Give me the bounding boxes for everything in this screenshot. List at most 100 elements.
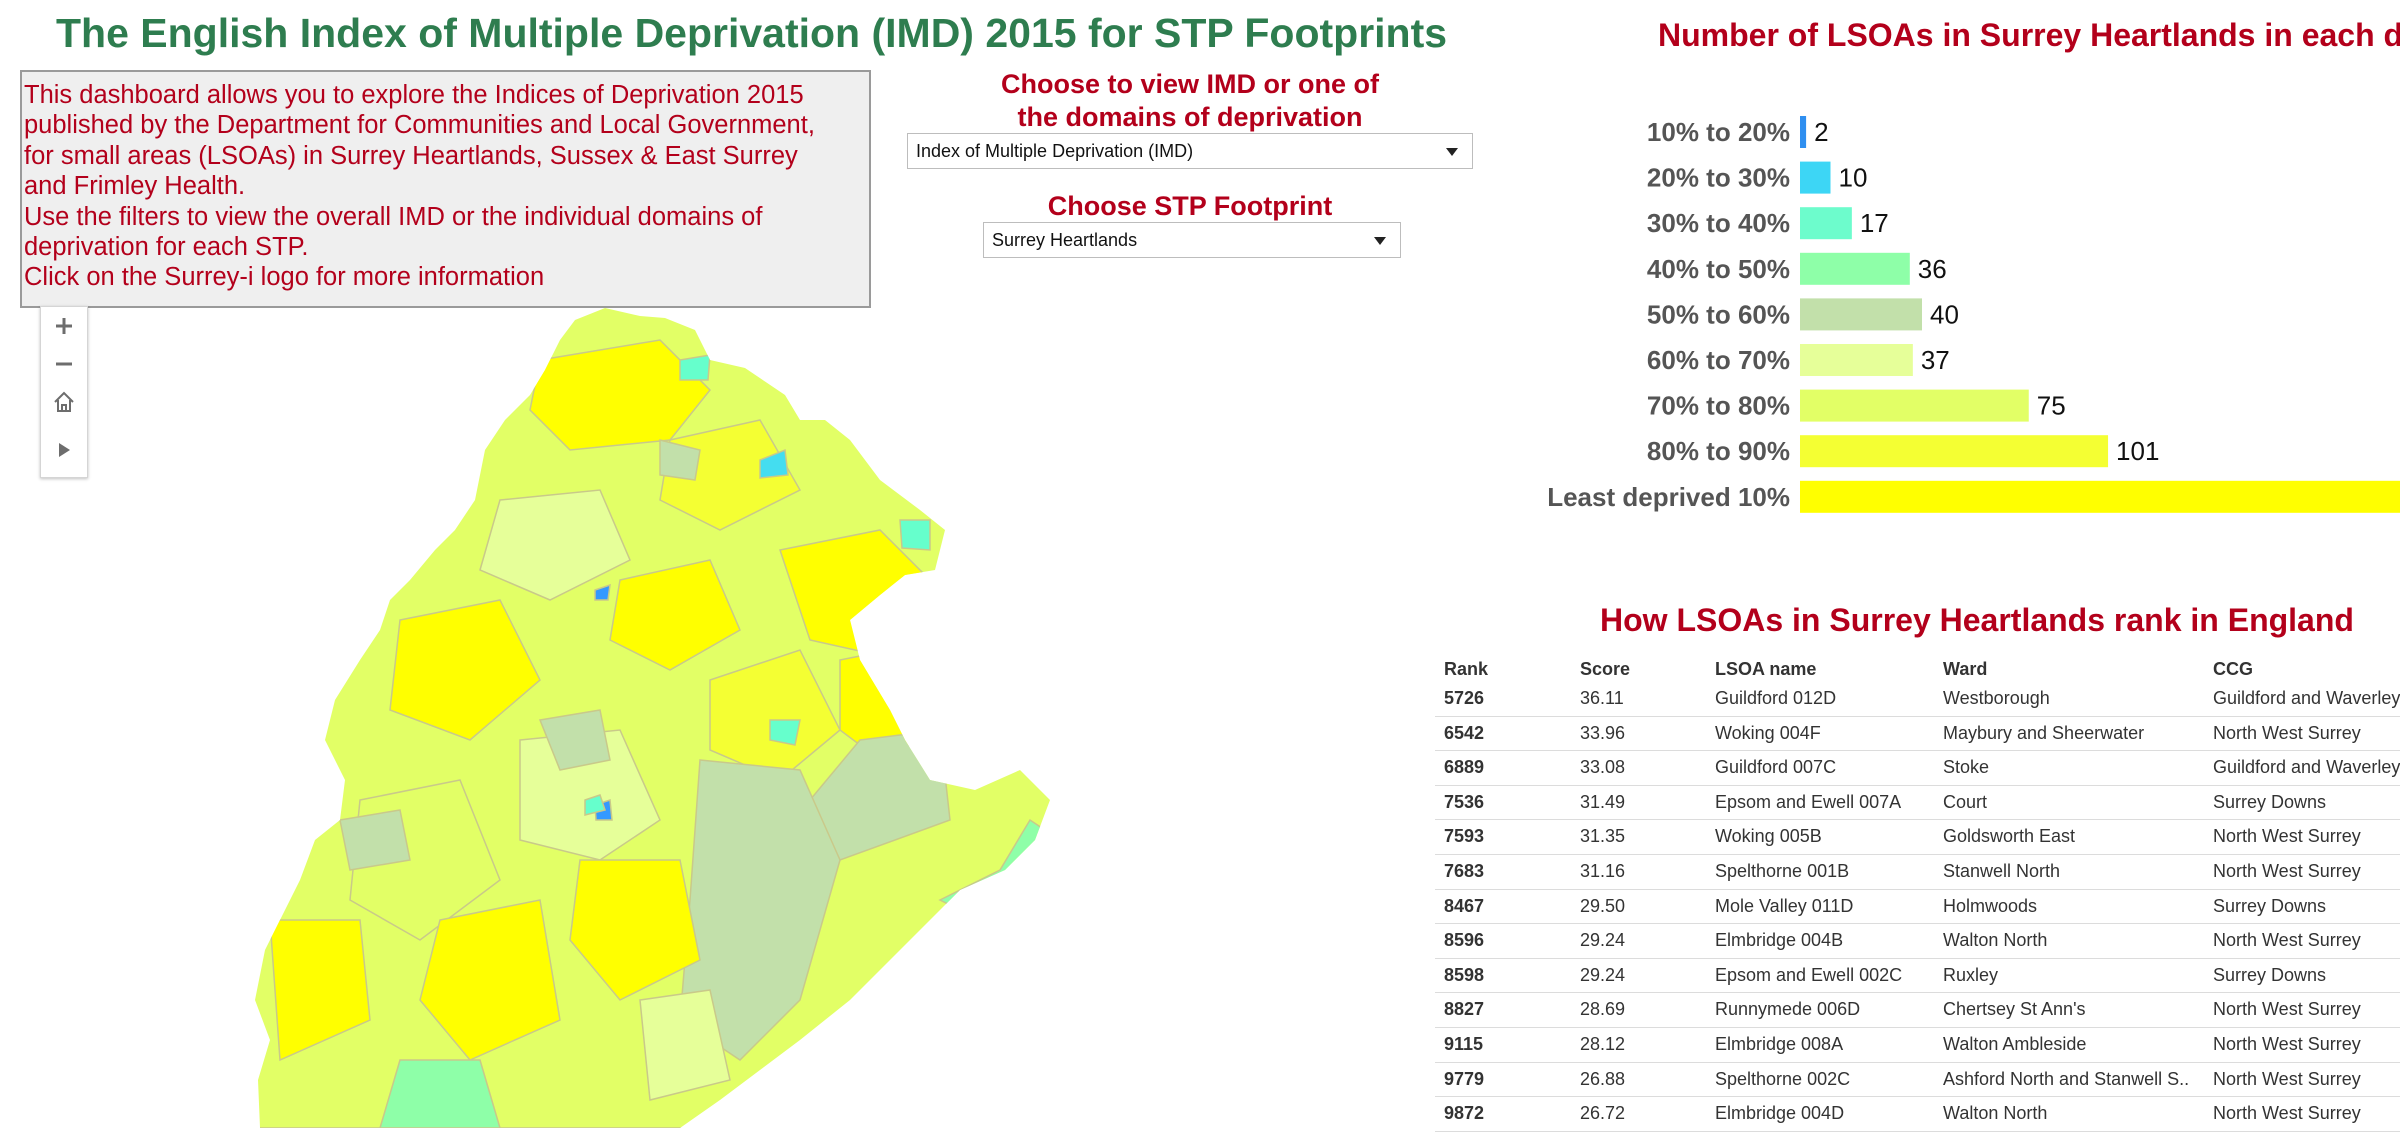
bar-value-label: 101 (2116, 436, 2159, 466)
rank-table-title: How LSOAs in Surrey Heartlands rank in E… (1600, 602, 2354, 638)
lsoa-name-cell: Elmbridge 008A (1715, 1033, 1844, 1054)
lsoa-name-cell: Elmbridge 004D (1715, 1103, 1845, 1124)
rank-cell: 6542 (1444, 722, 1485, 743)
ward-cell: Chertsey St Ann's (1943, 999, 2086, 1020)
intro-line: This dashboard allows you to explore the… (24, 81, 804, 109)
bar[interactable] (1800, 207, 1852, 240)
ccg-cell: North West Surrey (2213, 930, 2361, 951)
column-header-score[interactable]: Score (1580, 659, 1631, 679)
bar[interactable] (1800, 480, 2400, 513)
map-region (339, 809, 411, 871)
zoom-out-button[interactable] (41, 345, 87, 383)
ccg-cell: North West Surrey (2213, 1103, 2361, 1124)
intro-text-box: This dashboard allows you to explore the… (20, 70, 871, 308)
bar-category-label: 10% to 20% (1647, 117, 1790, 147)
ccg-cell: North West Surrey (2213, 826, 2361, 847)
zoom-in-button[interactable] (41, 307, 87, 345)
bar[interactable] (1800, 344, 1913, 376)
play-arrow-icon (59, 443, 70, 457)
lsoa-name-cell: Woking 004F (1715, 722, 1821, 743)
ccg-cell: North West Surrey (2213, 999, 2361, 1020)
table-row[interactable]: 9115 28.12 Elmbridge 008A Walton Ambleside N… (1435, 1028, 2400, 1063)
ccg-cell: North West Surrey (2213, 1068, 2361, 1089)
ward-cell: Walton North (1943, 1103, 2048, 1124)
bar-category-label: 30% to 40% (1647, 208, 1790, 238)
ccg-cell: Guildford and Waverley (2213, 757, 2400, 778)
score-cell: 28.69 (1580, 999, 1626, 1020)
dashboard-title: The English Index of Multiple Deprivatio… (56, 10, 1448, 56)
column-header-rank[interactable]: Rank (1444, 659, 1489, 679)
pan-mode-button[interactable] (41, 431, 87, 469)
score-cell: 26.88 (1580, 1068, 1626, 1089)
map-toolbar (40, 306, 88, 478)
table-row[interactable]: 9779 26.88 Spelthorne 002C Ashford North an… (1435, 1063, 2400, 1098)
table-row[interactable]: 7683 31.16 Spelthorne 001B Stanwell North No… (1435, 855, 2400, 890)
map-region (609, 559, 741, 671)
score-cell: 29.50 (1580, 895, 1626, 916)
table-row[interactable]: 8596 29.24 Elmbridge 004B Walton North North… (1435, 924, 2400, 959)
map-region (389, 599, 541, 741)
map-region (659, 439, 701, 481)
score-cell: 29.24 (1580, 964, 1626, 985)
rank-cell: 9115 (1444, 1033, 1484, 1054)
table-header-row: Rank Score LSOA name Ward CCG (1435, 656, 2400, 682)
score-cell: 33.96 (1580, 722, 1626, 743)
intro-line: for small areas (LSOAs) in Surrey Heartl… (24, 141, 798, 170)
ward-cell: Walton North (1943, 930, 2048, 951)
map-region (594, 583, 611, 601)
bar[interactable] (1800, 298, 1922, 331)
bar-value-label: 36 (1918, 254, 1947, 284)
map-region (899, 519, 931, 551)
plus-icon (56, 318, 72, 334)
score-cell: 36.11 (1580, 688, 1624, 708)
ccg-cell: Surrey Downs (2213, 791, 2327, 812)
map-region (479, 489, 631, 601)
score-cell: 29.24 (1580, 930, 1626, 951)
column-header-ward[interactable]: Ward (1943, 659, 1988, 679)
table-row[interactable]: 7536 31.49 Epsom and Ewell 007A Court Surrey… (1435, 786, 2400, 821)
reset-view-button[interactable] (41, 383, 87, 421)
ward-cell: Goldsworth East (1943, 826, 2076, 847)
intro-line: published by the Department for Communit… (24, 111, 815, 140)
score-cell: 31.35 (1580, 826, 1626, 847)
bar[interactable] (1800, 252, 1910, 285)
map-regions (255, 308, 1050, 1128)
stp-dropdown[interactable]: Surrey Heartlands (983, 222, 1401, 258)
table-row[interactable]: 7593 31.35 Woking 005B Goldsworth East North… (1435, 820, 2400, 855)
map-region (538, 709, 611, 771)
map-region (419, 899, 561, 1061)
lsoa-name-cell: Mole Valley 011D (1715, 895, 1854, 916)
lsoa-name-cell: Runnymede 006D (1715, 999, 1861, 1020)
intro-line: Use the filters to view the overall IMD … (24, 202, 763, 231)
deprivation-map[interactable] (240, 300, 1070, 1128)
bar[interactable] (1800, 161, 1831, 194)
rank-cell: 7593 (1444, 826, 1485, 847)
lsoa-name-cell: Guildford 007C (1715, 757, 1837, 778)
lsoa-name-cell: Spelthorne 001B (1715, 860, 1850, 881)
ccg-cell: North West Surrey (2213, 860, 2361, 881)
intro-line: Click on the Surrey-i logo for more info… (24, 263, 545, 292)
home-icon (54, 391, 74, 412)
table-row[interactable]: 8827 28.69 Runnymede 006D Chertsey St Ann's… (1435, 993, 2400, 1028)
ward-cell: Court (1943, 791, 1988, 812)
domain-filter-label-line-1: Choose to view IMD or one of (1000, 69, 1379, 99)
table-row[interactable]: 9872 26.72 Elmbridge 004D Walton North North… (1435, 1097, 2400, 1132)
table-row[interactable]: 8598 29.24 Epsom and Ewell 002C Ruxley Surre… (1435, 959, 2400, 994)
column-header-ccg[interactable]: CCG (2213, 659, 2253, 679)
map-region (378, 1059, 502, 1128)
lsoa-name-cell: Elmbridge 004B (1715, 930, 1844, 951)
table-row[interactable]: 6542 33.96 Woking 004F Maybury and Sheerwat… (1435, 717, 2400, 752)
map-region (584, 794, 606, 816)
table-row[interactable]: 5726 36.11 Guildford 012D Westborough Guildf… (1435, 682, 2400, 717)
table-row[interactable]: 6889 33.08 Guildford 007C Stoke Guildford an… (1435, 751, 2400, 786)
table-row[interactable]: 8467 29.50 Mole Valley 011D Holmwoods Surrey… (1435, 890, 2400, 925)
rank-cell: 5726 (1444, 688, 1485, 708)
lsoa-name-cell: Guildford 012D (1715, 688, 1837, 708)
bar[interactable] (1800, 116, 1807, 148)
domain-dropdown[interactable]: Index of Multiple Deprivation (IMD) (907, 133, 1473, 169)
column-header-lsoa-name[interactable]: LSOA name (1715, 659, 1817, 679)
intro-line: deprivation for each STP. (24, 233, 309, 262)
bar[interactable] (1800, 389, 2029, 422)
bar-category-label: 20% to 30% (1647, 163, 1790, 193)
bar[interactable] (1800, 435, 2109, 468)
